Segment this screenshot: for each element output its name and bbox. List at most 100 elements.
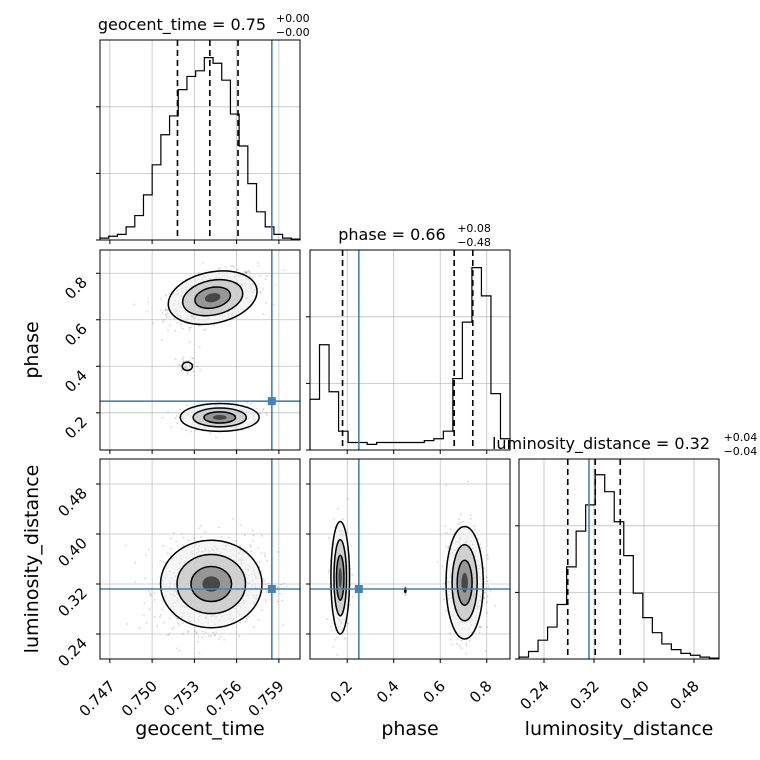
sample-point bbox=[176, 415, 178, 417]
sample-point bbox=[161, 416, 164, 419]
sample-point bbox=[198, 527, 201, 529]
sample-point bbox=[195, 631, 198, 634]
sample-point bbox=[334, 663, 336, 665]
sample-point bbox=[215, 436, 217, 439]
sample-point bbox=[180, 533, 183, 536]
sample-point bbox=[479, 626, 482, 629]
sample-point bbox=[489, 589, 492, 592]
sample-point bbox=[249, 545, 252, 548]
y-tick-label-phase: 0.4 bbox=[61, 366, 91, 396]
sample-point bbox=[465, 652, 468, 655]
sample-point bbox=[245, 617, 248, 620]
sample-point bbox=[185, 429, 188, 432]
sample-point bbox=[252, 539, 255, 542]
sample-point bbox=[165, 309, 168, 312]
sample-point bbox=[479, 625, 482, 628]
sample-point bbox=[153, 615, 156, 618]
sample-point bbox=[195, 632, 198, 635]
sample-point bbox=[486, 576, 488, 579]
panel-frame bbox=[309, 458, 511, 660]
sample-point bbox=[262, 577, 265, 580]
sample-point bbox=[262, 313, 265, 315]
sample-point bbox=[238, 635, 241, 637]
sample-point bbox=[201, 261, 204, 264]
sample-point bbox=[144, 553, 147, 556]
sample-point bbox=[259, 291, 262, 294]
sample-point bbox=[257, 261, 260, 264]
sample-point bbox=[197, 635, 200, 638]
y-axis-label-phase: phase bbox=[21, 321, 43, 378]
sample-point bbox=[249, 275, 252, 278]
sample-point bbox=[213, 633, 216, 636]
sample-point bbox=[145, 621, 148, 624]
sample-point bbox=[448, 632, 451, 635]
sample-point bbox=[247, 615, 250, 618]
x-tick-label-luminosity_distance: 0.48 bbox=[666, 677, 702, 713]
sample-point bbox=[250, 402, 253, 405]
sample-point bbox=[483, 580, 486, 583]
x-tick-label-geocent_time: 0.753 bbox=[160, 677, 203, 720]
sample-point bbox=[175, 540, 178, 543]
sample-point bbox=[162, 560, 165, 563]
density bbox=[167, 270, 260, 433]
sample-point bbox=[478, 626, 481, 628]
sample-point bbox=[245, 270, 248, 273]
sample-point bbox=[239, 621, 241, 624]
sample-point bbox=[171, 627, 174, 630]
sample-point bbox=[221, 536, 223, 538]
sample-point bbox=[276, 600, 279, 603]
sample-point bbox=[225, 266, 227, 268]
histogram-geocent_time bbox=[99, 57, 301, 240]
sample-point bbox=[169, 426, 172, 429]
sample-point bbox=[458, 518, 460, 521]
sample-point bbox=[138, 627, 141, 630]
sample-point bbox=[212, 631, 215, 634]
sample-point bbox=[260, 608, 263, 611]
sample-point bbox=[172, 532, 175, 534]
sample-point bbox=[143, 602, 146, 604]
sample-point bbox=[259, 291, 262, 293]
sample-point bbox=[162, 318, 165, 321]
sample-point bbox=[245, 271, 248, 273]
sample-point bbox=[200, 535, 202, 538]
sample-point bbox=[162, 544, 164, 547]
scatter-panel-geocent_time-luminosity_distance bbox=[96, 458, 301, 663]
sample-point bbox=[273, 303, 275, 306]
sample-point bbox=[126, 623, 129, 625]
sample-point bbox=[264, 601, 267, 603]
sample-point bbox=[188, 360, 191, 362]
sample-point bbox=[192, 536, 195, 539]
sample-point bbox=[327, 571, 330, 574]
sample-point bbox=[451, 643, 453, 646]
x-tick-label-phase: 0.4 bbox=[373, 677, 403, 707]
sample-point bbox=[142, 614, 145, 617]
sample-point bbox=[458, 645, 461, 648]
sample-point bbox=[204, 531, 207, 534]
sample-point bbox=[251, 529, 254, 532]
y-axis-label-luminosity_distance: luminosity_distance bbox=[21, 465, 43, 654]
sample-point bbox=[182, 360, 185, 363]
sample-point bbox=[244, 271, 247, 274]
sample-point bbox=[462, 666, 464, 668]
sample-point bbox=[330, 629, 333, 632]
truth-marker bbox=[267, 397, 276, 406]
sample-point bbox=[258, 561, 261, 563]
sample-point bbox=[180, 325, 183, 328]
sample-point bbox=[203, 329, 205, 331]
sample-point bbox=[486, 626, 488, 628]
sample-point bbox=[445, 609, 447, 612]
sample-point bbox=[185, 404, 188, 407]
sample-point bbox=[168, 617, 171, 620]
sample-point bbox=[441, 565, 444, 567]
sample-point bbox=[173, 626, 175, 629]
y-tick-label-phase: 0.2 bbox=[61, 413, 91, 443]
sample-point bbox=[336, 507, 339, 510]
panel-title-luminosity_distance: luminosity_distance = 0.32 bbox=[492, 434, 710, 454]
sample-point bbox=[244, 271, 247, 274]
sample-point bbox=[218, 526, 220, 529]
sample-point bbox=[483, 596, 485, 599]
sample-point bbox=[264, 583, 267, 585]
sample-point bbox=[447, 547, 450, 550]
sample-point bbox=[281, 599, 284, 602]
sample-point bbox=[329, 625, 332, 628]
